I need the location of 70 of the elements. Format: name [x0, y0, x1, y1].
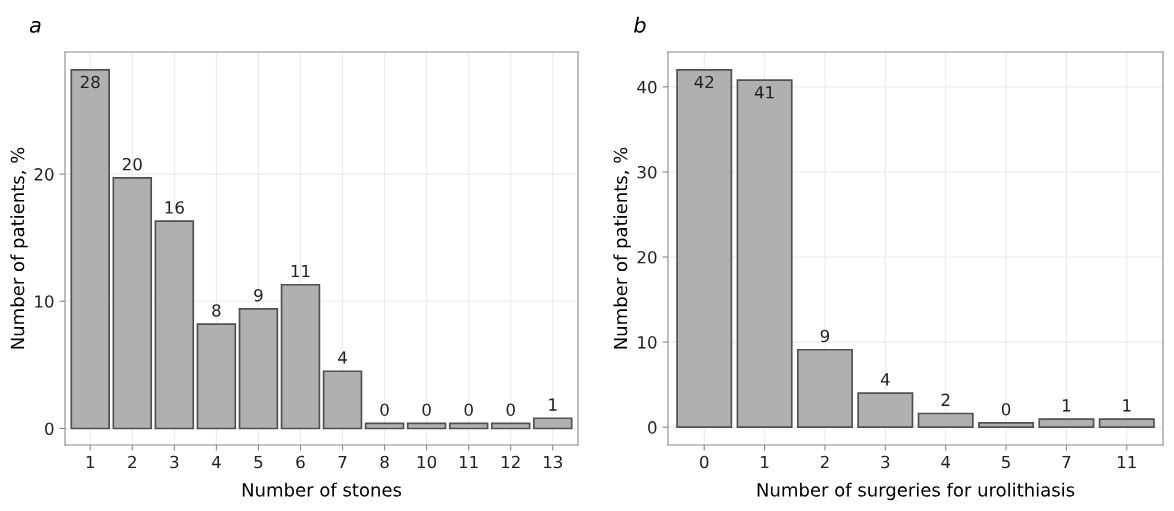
chart-title: b	[634, 16, 646, 33]
y-tick-label: 40	[637, 80, 657, 94]
x-tick-label: 11	[459, 455, 478, 469]
bar	[154, 220, 195, 430]
bar	[1098, 418, 1155, 428]
data-label: 1	[1062, 399, 1071, 412]
x-tick-label: 11	[1118, 455, 1136, 469]
x-tick-label: 2	[820, 455, 829, 469]
bar	[978, 422, 1035, 428]
x-tick-label: 5	[1002, 455, 1010, 469]
x-tick-label: 10	[417, 455, 437, 469]
y-tick-label: 0	[648, 421, 657, 434]
data-label: 28	[80, 75, 100, 89]
x-tick-label: 3	[170, 455, 179, 469]
y-axis-title: Number of patients, %	[10, 147, 28, 349]
x-tick-label: 6	[296, 455, 305, 469]
bar	[238, 308, 279, 430]
bar	[1038, 418, 1095, 428]
y-tick-label: 10	[638, 336, 657, 349]
bar	[533, 417, 573, 430]
x-tick-label: 5	[254, 455, 263, 469]
x-tick-label: 7	[338, 455, 347, 469]
bar	[70, 68, 110, 430]
x-tick-label: 1	[761, 455, 769, 469]
x-tick-label: 13	[544, 455, 563, 469]
data-label: 8	[212, 304, 221, 317]
bar	[857, 392, 914, 428]
x-tick-label: 2	[128, 455, 136, 469]
x-tick-label: 3	[881, 455, 890, 469]
data-label: 0	[380, 403, 389, 416]
data-label: 9	[254, 288, 263, 302]
data-label: 41	[754, 86, 774, 99]
bar	[196, 323, 237, 430]
x-tick-label: 1	[86, 455, 94, 469]
x-tick-label: 12	[501, 455, 520, 469]
y-tick-label: 10	[35, 295, 54, 308]
data-label: 0	[422, 403, 431, 416]
x-tick-label: 4	[941, 455, 951, 469]
data-label: 0	[464, 403, 473, 416]
bar	[280, 283, 321, 430]
data-label: 4	[338, 351, 347, 364]
bar	[917, 412, 974, 428]
x-tick-label: 7	[1062, 455, 1071, 469]
data-label: 2	[941, 393, 950, 406]
x-tick-label: 8	[380, 455, 389, 469]
x-tick-label: 4	[211, 455, 221, 469]
y-tick-label: 0	[45, 422, 54, 436]
y-tick-label: 30	[637, 165, 657, 179]
data-label: 0	[1001, 402, 1011, 416]
bar	[112, 177, 153, 430]
data-label: 1	[1123, 399, 1131, 412]
data-label: 42	[694, 75, 714, 89]
data-label: 4	[880, 373, 890, 386]
bar	[796, 348, 853, 428]
data-label: 9	[820, 329, 830, 343]
y-tick-label: 20	[637, 250, 657, 264]
data-label: 16	[165, 201, 184, 214]
bar	[736, 79, 793, 428]
bar	[676, 69, 733, 428]
data-label: 0	[506, 403, 515, 416]
data-label: 1	[549, 398, 557, 411]
y-axis-title: Number of patients, %	[613, 147, 631, 349]
data-label: 11	[291, 264, 310, 278]
x-axis-title: Number of surgeries for urolithiasis	[757, 482, 1075, 501]
data-label: 20	[122, 157, 142, 171]
x-tick-label: 0	[700, 455, 709, 469]
x-axis-title: Number of stones	[242, 482, 402, 497]
chart-title: a	[29, 20, 41, 33]
y-tick-label: 20	[34, 168, 54, 181]
bar	[322, 370, 363, 430]
